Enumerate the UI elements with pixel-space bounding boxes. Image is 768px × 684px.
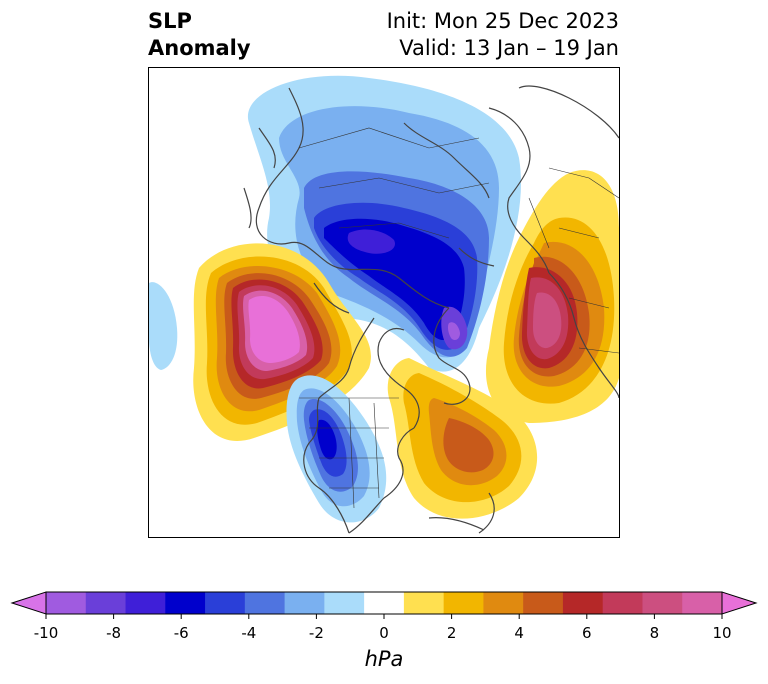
colorbar-cell [523, 592, 564, 614]
title-line-2: Anomaly [148, 36, 251, 60]
colorbar-tick-label: -2 [308, 624, 324, 642]
colorbar-cell [324, 592, 365, 614]
colorbar-cell [682, 592, 723, 614]
colorbar-cell [642, 592, 683, 614]
colorbar-cell [85, 592, 127, 614]
borders [298, 127, 619, 509]
colorbar-cell [125, 592, 166, 614]
colorbar-cell [562, 592, 604, 614]
chart-title: SLP Anomaly [148, 8, 251, 62]
colorbar-cell [403, 592, 445, 614]
colorbar-cell [602, 592, 643, 614]
negative-anomaly-us [286, 375, 387, 523]
date-info: Init: Mon 25 Dec 2023 Valid: 13 Jan – 19… [387, 8, 619, 62]
title-line-1: SLP [148, 9, 192, 33]
anomaly-map [148, 67, 620, 538]
colorbar-cell [443, 592, 484, 614]
colorbar-cell [244, 592, 286, 614]
positive-anomaly-europe [485, 170, 619, 423]
colorbar-cell [364, 592, 405, 614]
coastlines [243, 85, 619, 534]
colorbar [10, 591, 758, 619]
colorbar-tick-label: 6 [582, 624, 592, 642]
colorbar-cell [165, 592, 206, 614]
positive-anomaly-atlantic [387, 358, 538, 519]
init-date: Init: Mon 25 Dec 2023 [386, 9, 619, 33]
colorbar-tick-label: 2 [446, 624, 457, 642]
colorbar-cell [284, 592, 325, 614]
valid-dates: Valid: 13 Jan – 19 Jan [399, 36, 619, 60]
colorbar-cell [46, 592, 87, 614]
colorbar-tick-label: 10 [712, 624, 732, 642]
colorbar-tick-label: 8 [649, 624, 660, 642]
negative-anomaly-west [149, 282, 178, 370]
colorbar-max-extend [721, 591, 758, 615]
colorbar-min-extend [10, 591, 47, 615]
colorbar-tick-label: -4 [241, 624, 257, 642]
colorbar-tick-label: -10 [33, 624, 59, 642]
colorbar-unit-label: hPa [364, 647, 404, 671]
colorbar-tick-label: 0 [379, 624, 389, 642]
colorbar-tick-label: -6 [173, 624, 189, 642]
colorbar-cell [483, 592, 524, 614]
colorbar-tick-label: 4 [514, 624, 524, 642]
colorbar-cell [205, 592, 246, 614]
colorbar-tick-label: -8 [106, 624, 122, 642]
